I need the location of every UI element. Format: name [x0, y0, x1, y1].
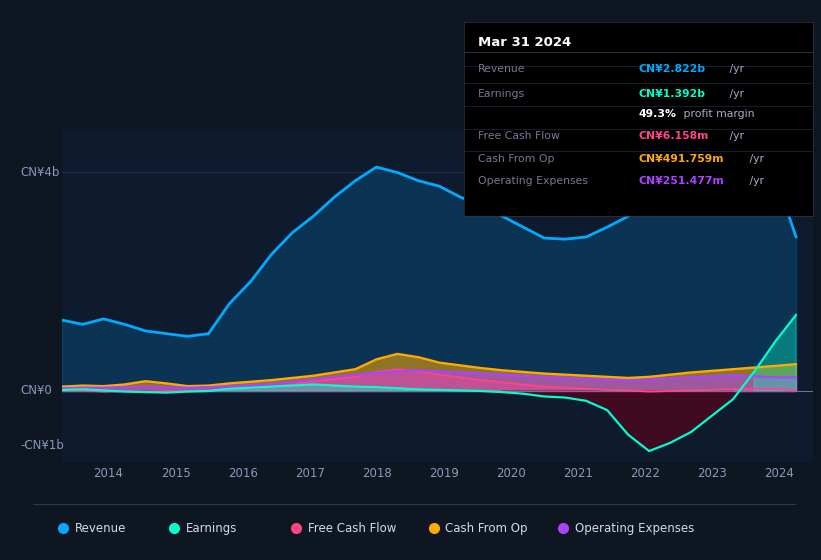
Text: Free Cash Flow: Free Cash Flow	[308, 521, 396, 535]
Text: CN¥0: CN¥0	[21, 385, 52, 398]
Text: Earnings: Earnings	[186, 521, 237, 535]
Text: Revenue: Revenue	[75, 521, 126, 535]
Text: /yr: /yr	[727, 89, 745, 99]
Text: -CN¥1b: -CN¥1b	[21, 439, 64, 452]
Text: Operating Expenses: Operating Expenses	[478, 176, 588, 186]
Text: 49.3%: 49.3%	[639, 109, 677, 119]
Text: CN¥1.392b: CN¥1.392b	[639, 89, 705, 99]
Text: CN¥251.477m: CN¥251.477m	[639, 176, 724, 186]
Text: CN¥2.822b: CN¥2.822b	[639, 64, 705, 74]
Text: Operating Expenses: Operating Expenses	[575, 521, 695, 535]
Text: Cash From Op: Cash From Op	[478, 153, 554, 164]
Text: profit margin: profit margin	[680, 109, 754, 119]
Text: Cash From Op: Cash From Op	[445, 521, 528, 535]
Text: CN¥4b: CN¥4b	[21, 166, 60, 179]
Text: Mar 31 2024: Mar 31 2024	[478, 36, 571, 49]
Text: Earnings: Earnings	[478, 89, 525, 99]
Text: /yr: /yr	[727, 132, 745, 141]
Text: /yr: /yr	[727, 64, 745, 74]
Text: CN¥491.759m: CN¥491.759m	[639, 153, 724, 164]
Text: /yr: /yr	[745, 153, 764, 164]
Text: CN¥6.158m: CN¥6.158m	[639, 132, 709, 141]
Text: Free Cash Flow: Free Cash Flow	[478, 132, 560, 141]
Text: Revenue: Revenue	[478, 64, 525, 74]
Text: /yr: /yr	[745, 176, 764, 186]
